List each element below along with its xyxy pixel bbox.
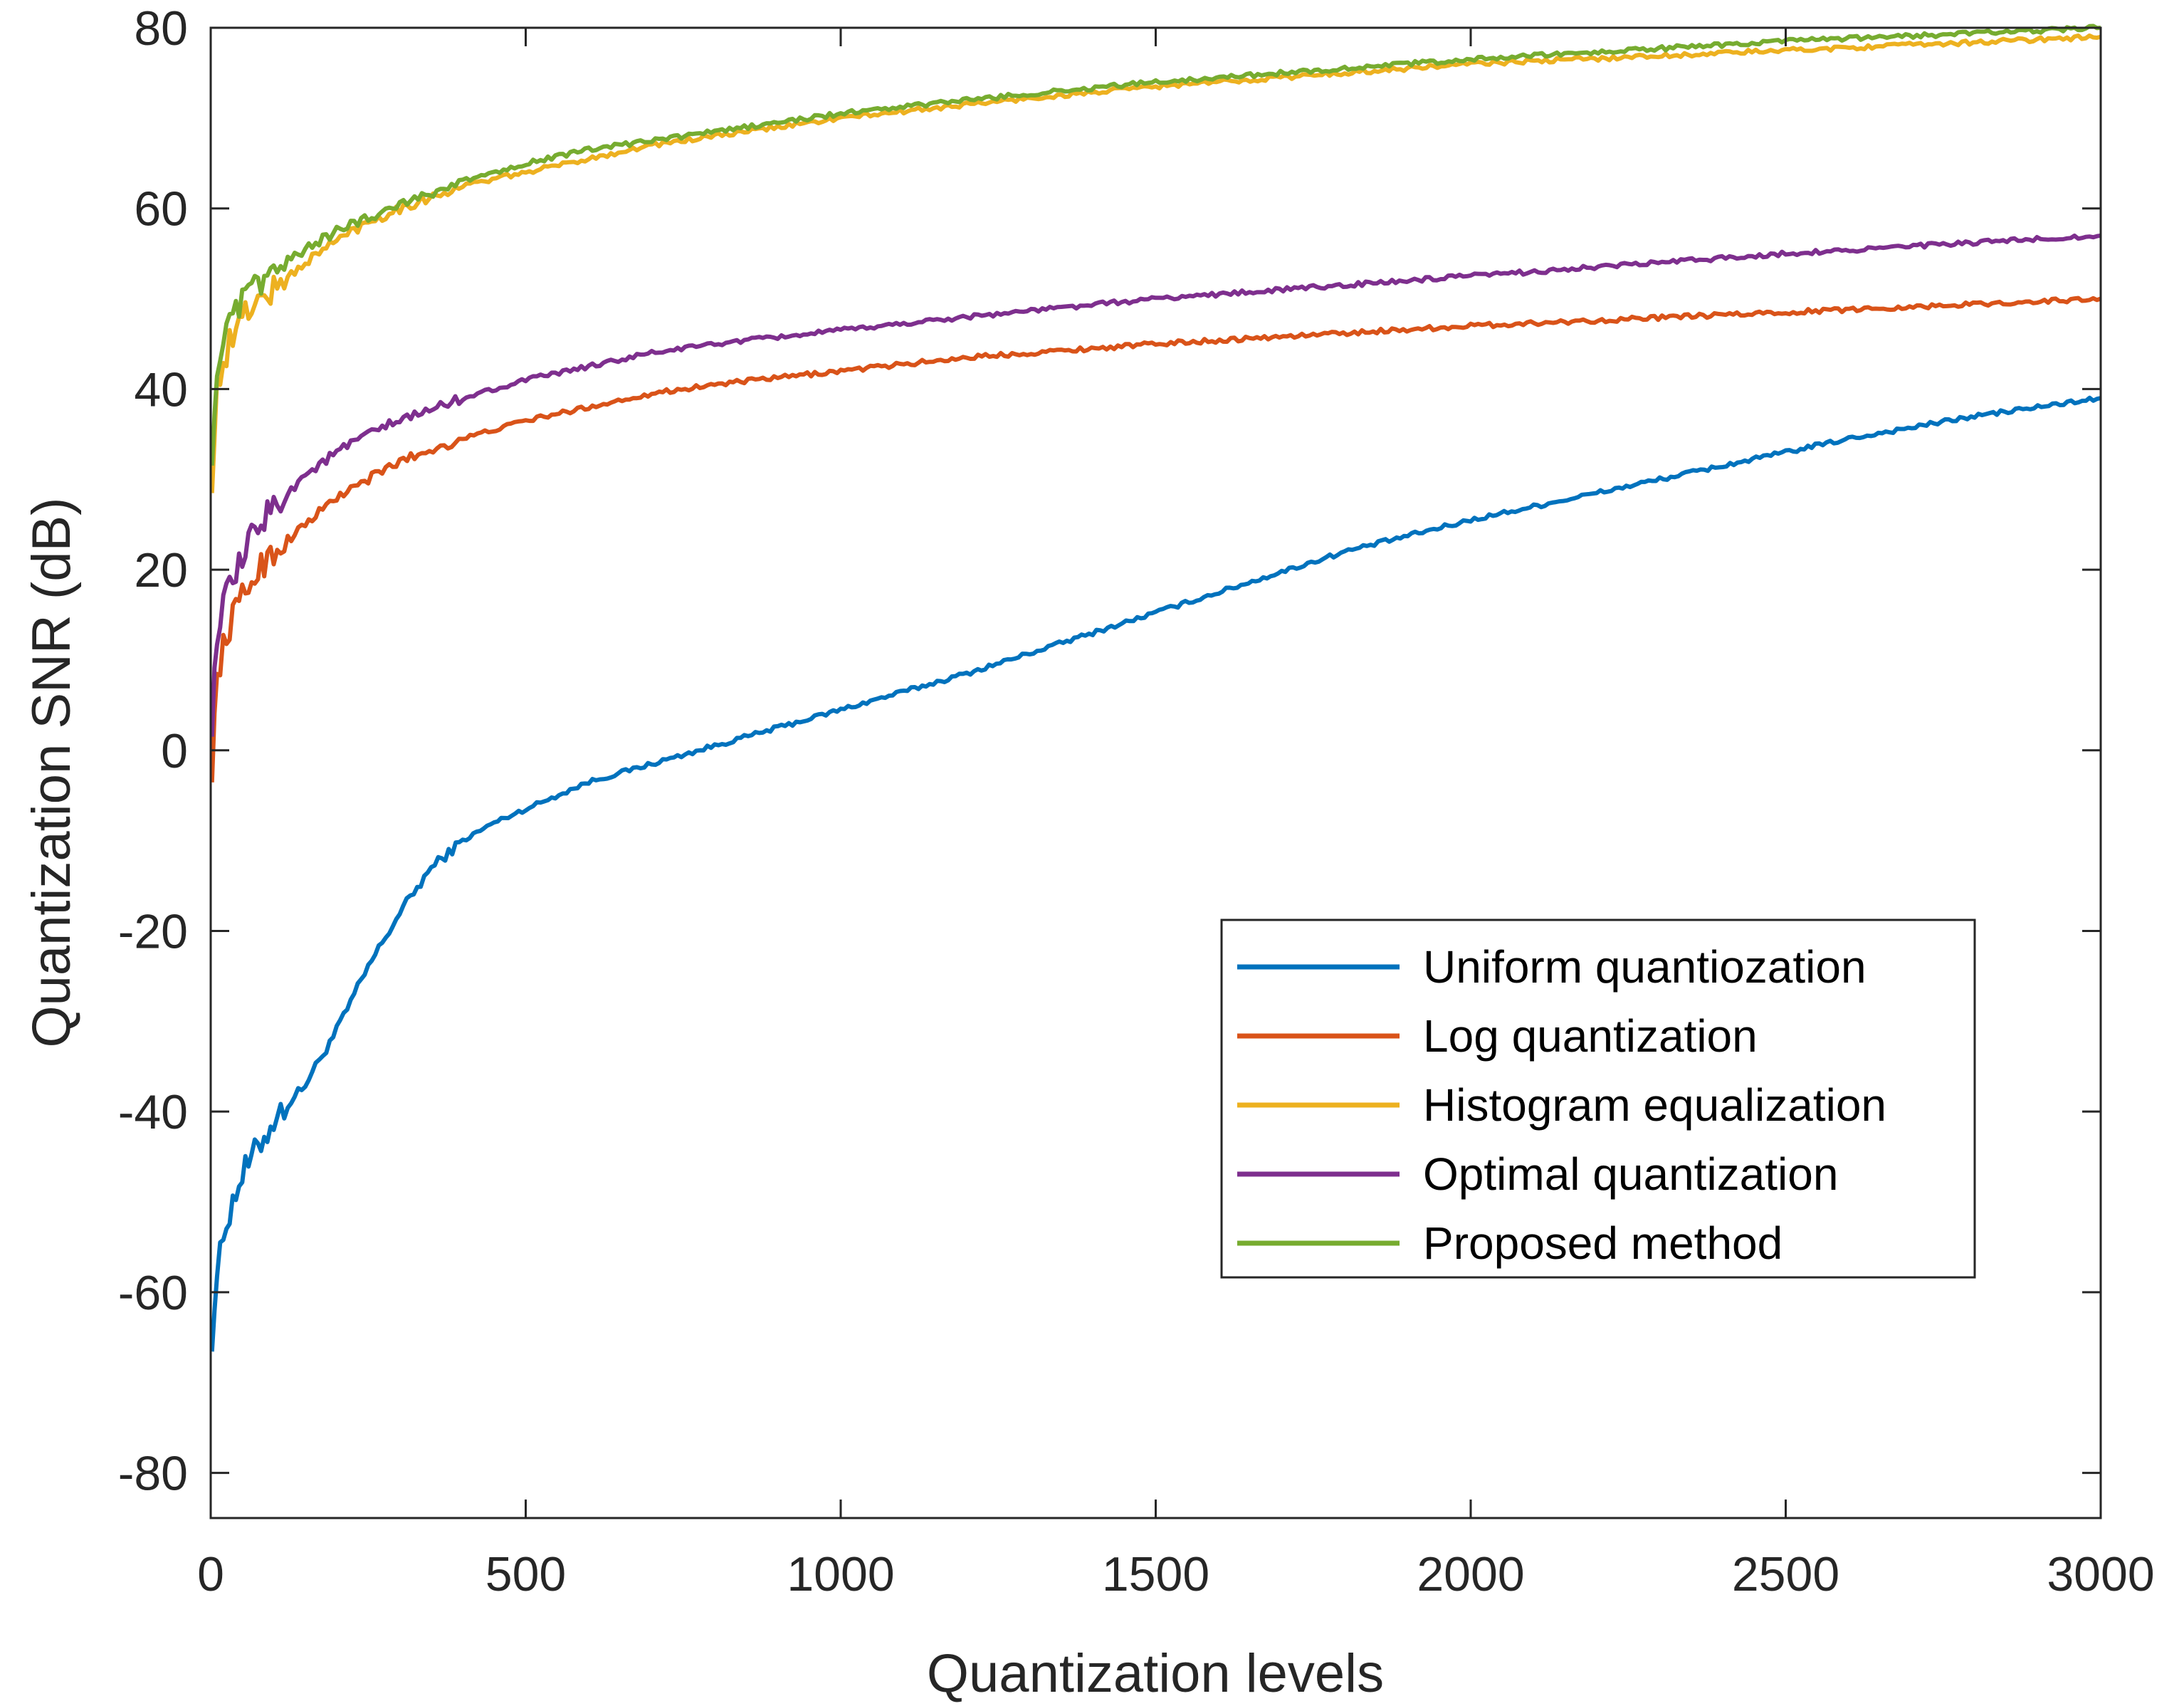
y-axis-label: Quantization SNR (dB) bbox=[21, 498, 82, 1048]
series-line-5 bbox=[209, 23, 2101, 466]
x-tick-label: 3000 bbox=[2047, 1547, 2154, 1601]
legend-label: Log quantization bbox=[1423, 1010, 1758, 1062]
ticks-layer: 0 500 1000 1500 2000 2500 3000 80 60 40 20 0 -20 -40 -… bbox=[118, 1, 2155, 1601]
x-tick-label: 2500 bbox=[1732, 1547, 1839, 1601]
legend-label: Optimal quantization bbox=[1423, 1148, 1838, 1200]
y-tick-label: -60 bbox=[118, 1266, 188, 1320]
legend-label: Proposed method bbox=[1423, 1218, 1783, 1269]
y-tick-label: 20 bbox=[134, 543, 188, 597]
x-tick-label: 500 bbox=[485, 1547, 566, 1601]
x-tick-label: 1000 bbox=[787, 1547, 894, 1601]
y-tick-label: -80 bbox=[118, 1447, 188, 1501]
legend-box bbox=[1220, 919, 1976, 1279]
legend-label: Uniform quantiozation bbox=[1423, 941, 1867, 993]
legend: Uniform quantiozation Log quantization His… bbox=[1220, 919, 1976, 1279]
x-axis-label: Quantization levels bbox=[927, 1643, 1384, 1704]
y-tick-label: -20 bbox=[118, 904, 188, 958]
y-tick-label: 80 bbox=[134, 1, 188, 56]
series-line-4 bbox=[209, 233, 2101, 737]
x-tick-label: 1500 bbox=[1102, 1547, 1209, 1601]
legend-label: Histogram equalization bbox=[1423, 1079, 1886, 1131]
y-tick-label: 40 bbox=[134, 362, 188, 417]
x-tick-label: 2000 bbox=[1417, 1547, 1524, 1601]
y-tick-label: -40 bbox=[118, 1085, 188, 1139]
series-layer bbox=[209, 23, 2101, 1352]
y-tick-label: 0 bbox=[161, 724, 188, 778]
series-line-2 bbox=[209, 295, 2101, 783]
series-line-3 bbox=[209, 33, 2101, 493]
series-line-1 bbox=[209, 395, 2101, 1352]
x-tick-label: 0 bbox=[197, 1547, 224, 1601]
y-tick-label: 60 bbox=[134, 182, 188, 236]
